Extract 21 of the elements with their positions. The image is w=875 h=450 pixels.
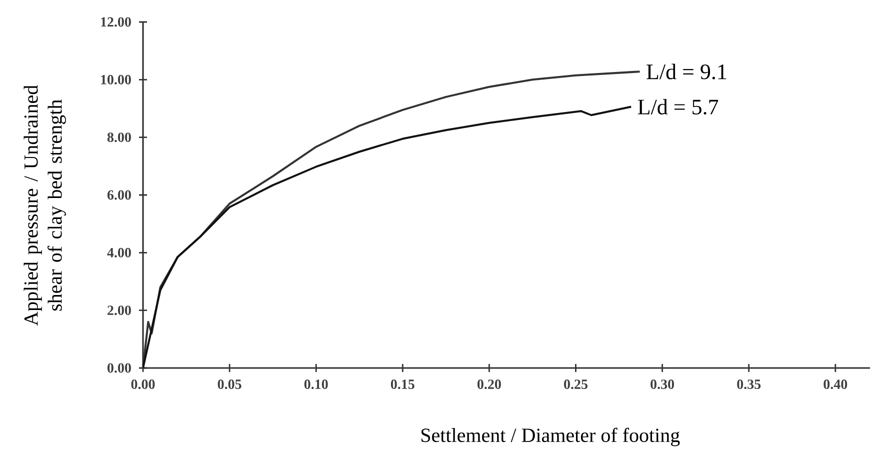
series-label: L/d = 9.1 [646,64,726,80]
y-tick-label: 4.00 [107,248,131,258]
x-tick-label: 0.05 [218,380,242,390]
x-tick-label: 0.15 [390,380,414,390]
x-tick-label: 0.10 [304,380,328,390]
x-tick-label: 0.35 [737,380,761,390]
y-tick-label: 2.00 [108,306,131,316]
y-tick-label: 8.00 [107,132,131,142]
y-tick-label: 0.00 [108,363,131,373]
x-tick-label: 0.30 [650,380,674,390]
line-series [143,106,632,368]
x-tick-label: 0.00 [131,380,155,390]
x-tick-label: 0.20 [477,380,501,390]
series-label: L/d = 5.7 [638,98,718,115]
y-tick-label: 6.00 [107,190,131,200]
x-tick-label: 0.40 [824,380,848,390]
x-tick-label: 0.25 [564,380,588,390]
y-tick-label: 10.00 [101,74,131,84]
y-axis-title: Applied pressure / Undrained shear of clay bed strength [24,85,66,326]
x-axis-title: Settlement / Diameter of footing [421,428,680,446]
y-tick-label: 12.00 [101,17,131,27]
